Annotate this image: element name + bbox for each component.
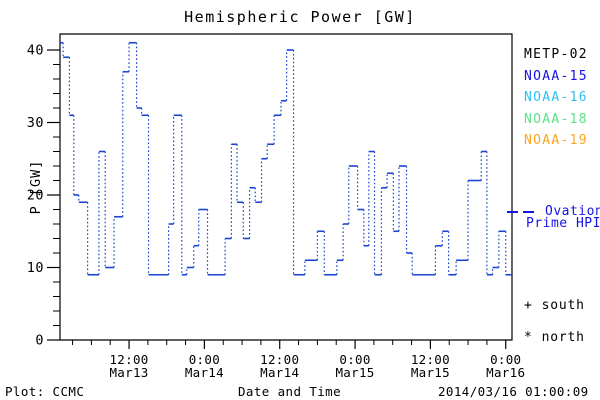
x-tick-date-label: Mar15 — [335, 365, 374, 380]
legend-item-noaa-15: NOAA-15 — [524, 68, 588, 84]
plot-credit: Plot: CCMC — [5, 384, 85, 399]
y-tick-label: 10 — [27, 260, 44, 276]
chart-title: Hemispheric Power [GW] — [184, 8, 416, 26]
north-label: north — [541, 330, 585, 345]
x-tick-time-label: 12:00 — [109, 352, 148, 367]
plot-timestamp: 2014/03/16 01:00:09 — [438, 384, 589, 399]
x-tick-time-label: 0:00 — [189, 352, 220, 367]
legend-item-noaa-19: NOAA-19 — [524, 133, 588, 148]
legend-north-marker: * north — [524, 330, 585, 345]
plot-frame — [59, 33, 513, 341]
plus-marker-icon: + — [524, 298, 533, 313]
x-tick-date-label: Mar14 — [185, 365, 224, 380]
ovation-dashed-line-sample — [507, 211, 534, 213]
y-tick-label: 40 — [27, 43, 44, 59]
y-tick-label: 30 — [27, 115, 44, 131]
x-tick-time-label: 0:00 — [490, 352, 521, 367]
y-axis-title: P [GW] — [28, 159, 44, 215]
legend-ovation-line1: Ovation — [545, 204, 600, 219]
legend-ovation-line2: Prime HPI — [526, 216, 600, 231]
x-tick-time-label: 12:00 — [260, 352, 299, 367]
y-tick-label: 0 — [35, 333, 44, 349]
legend-item-metp-02: METP-02 — [524, 47, 588, 62]
south-label: south — [541, 298, 585, 313]
legend-item-noaa-18: NOAA-18 — [524, 111, 588, 127]
x-tick-date-label: Mar15 — [411, 365, 450, 380]
x-tick-date-label: Mar16 — [486, 365, 525, 380]
x-tick-time-label: 12:00 — [411, 352, 450, 367]
x-tick-date-label: Mar13 — [109, 365, 148, 380]
legend-item-noaa-16: NOAA-16 — [524, 90, 588, 105]
y-tick-label: 20 — [27, 188, 44, 204]
legend-south-marker: + south — [524, 298, 585, 313]
x-tick-time-label: 0:00 — [339, 352, 370, 367]
x-axis-title: Date and Time — [238, 384, 342, 399]
x-tick-date-label: Mar14 — [260, 365, 299, 380]
asterisk-marker-icon: * — [524, 330, 533, 345]
